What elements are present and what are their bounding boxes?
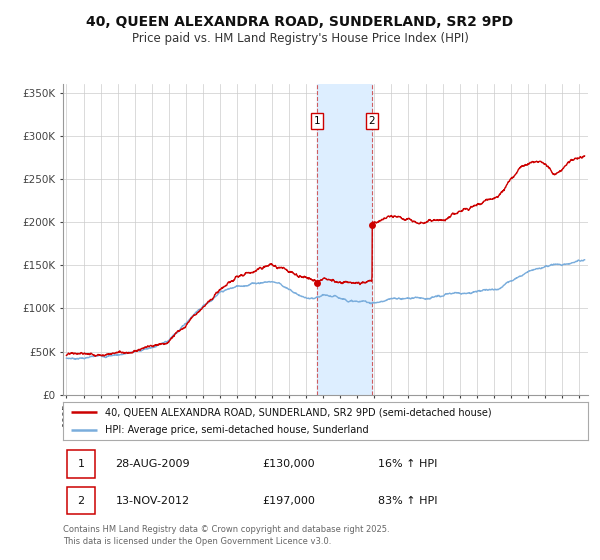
Text: 28-AUG-2009: 28-AUG-2009 (115, 459, 190, 469)
Text: £130,000: £130,000 (263, 459, 315, 469)
Text: 13-NOV-2012: 13-NOV-2012 (115, 496, 190, 506)
Text: 1: 1 (314, 116, 320, 127)
FancyBboxPatch shape (67, 450, 95, 478)
Text: Contains HM Land Registry data © Crown copyright and database right 2025.
This d: Contains HM Land Registry data © Crown c… (63, 525, 389, 546)
Text: 2: 2 (369, 116, 376, 127)
Text: 40, QUEEN ALEXANDRA ROAD, SUNDERLAND, SR2 9PD (semi-detached house): 40, QUEEN ALEXANDRA ROAD, SUNDERLAND, SR… (105, 407, 491, 417)
Text: 40, QUEEN ALEXANDRA ROAD, SUNDERLAND, SR2 9PD: 40, QUEEN ALEXANDRA ROAD, SUNDERLAND, SR… (86, 15, 514, 29)
Text: 83% ↑ HPI: 83% ↑ HPI (378, 496, 437, 506)
Text: £197,000: £197,000 (263, 496, 316, 506)
Text: Price paid vs. HM Land Registry's House Price Index (HPI): Price paid vs. HM Land Registry's House … (131, 32, 469, 45)
Text: 2: 2 (77, 496, 85, 506)
Text: HPI: Average price, semi-detached house, Sunderland: HPI: Average price, semi-detached house,… (105, 425, 368, 435)
Text: 16% ↑ HPI: 16% ↑ HPI (378, 459, 437, 469)
Text: 1: 1 (77, 459, 85, 469)
Bar (317, 84, 372, 395)
FancyBboxPatch shape (67, 487, 95, 514)
